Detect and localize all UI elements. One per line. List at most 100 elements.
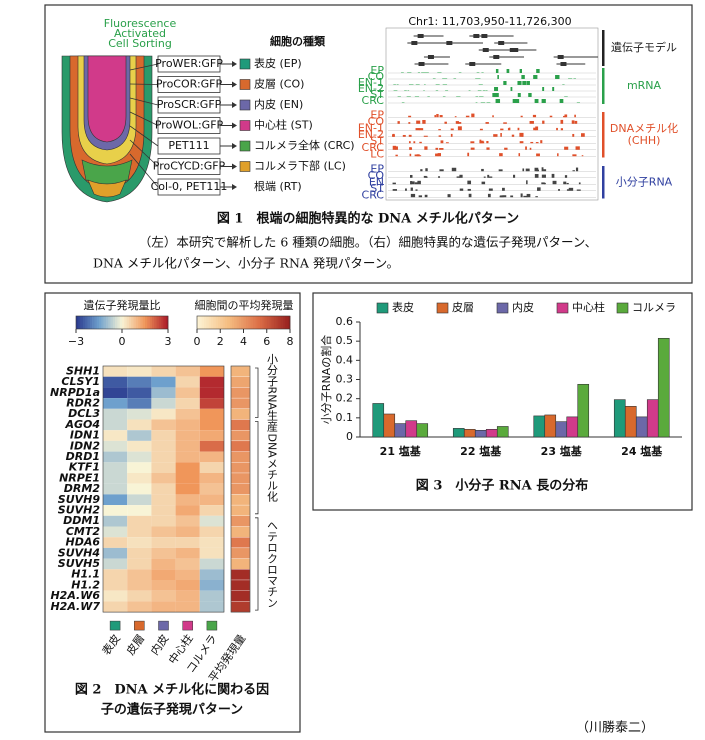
heatmap-cell [151, 451, 176, 463]
track-signal [568, 78, 573, 79]
heatmap-cell [175, 473, 200, 484]
legend-swatch [496, 302, 509, 314]
colorbar-step [133, 316, 137, 329]
heatmap-cell [151, 601, 176, 613]
track-signal [541, 99, 546, 103]
bar [613, 399, 626, 438]
marker-label: ProWER:GFP [155, 57, 223, 70]
track-signal [581, 133, 585, 137]
track-signal [427, 96, 430, 97]
track-signal [541, 182, 545, 185]
legend-swatch [376, 302, 389, 314]
gene-label: AGO4 [64, 418, 100, 431]
track-label: EN-2 [358, 82, 384, 95]
gene-label: IDN1 [70, 429, 100, 442]
heatmap-cell [151, 537, 176, 548]
track-signal [413, 141, 416, 144]
track-label: CRC [362, 188, 385, 201]
gene-label: SUVH4 [58, 546, 100, 559]
colorbar-step [154, 316, 157, 329]
heatmap-cell [151, 430, 176, 441]
track-signal [521, 133, 524, 137]
gene-label: CLSY1 [61, 375, 100, 388]
gene-label: H1.1 [71, 568, 100, 581]
heatmap-cell [199, 462, 224, 473]
connector [129, 139, 159, 167]
track-label: EP [370, 108, 384, 121]
exon [482, 48, 489, 52]
track-signal [494, 87, 499, 91]
legend-label: コルメラ [632, 301, 676, 314]
track-signal [534, 174, 539, 178]
track-signal [467, 152, 470, 157]
track-signal [435, 90, 439, 91]
heatmap-cell [103, 590, 128, 602]
heatmap-cell [127, 462, 152, 473]
gene-label: DRD1 [66, 450, 100, 463]
heatmap-cell [103, 398, 128, 409]
track-signal [417, 72, 421, 73]
track-signal [522, 168, 525, 172]
track-signal [408, 115, 412, 118]
track-signal [564, 175, 568, 178]
heatmap-cell [103, 515, 128, 527]
colorbar-step [257, 316, 261, 329]
facs-label: Cell Sorting [108, 37, 172, 50]
heatmap-cell [175, 483, 200, 495]
arrow-head [232, 184, 237, 190]
track-signal [408, 141, 411, 144]
track-signal [517, 99, 520, 103]
heatmap-cell [199, 558, 224, 570]
heatmap-cell [151, 590, 176, 602]
track-signal [572, 154, 577, 157]
heatmap-cell [103, 387, 128, 399]
track-signal [581, 155, 584, 157]
heatmap-cell [127, 408, 152, 420]
gene-label: IDN2 [70, 439, 100, 452]
heatmap-cell [199, 387, 224, 399]
heatmap-cell [103, 601, 128, 613]
exon [417, 34, 424, 38]
track-signal [508, 127, 511, 131]
heatmap-cell [103, 408, 128, 420]
group-bracket [255, 421, 259, 515]
heatmap-cell [127, 366, 152, 377]
track-label: CO [368, 169, 385, 182]
bar [372, 403, 385, 438]
heatmap-cell [199, 494, 224, 506]
track-signal [414, 154, 418, 157]
heatmap-cell [199, 601, 224, 613]
track-signal [520, 193, 523, 198]
track-signal [563, 181, 567, 185]
figure2-caption: 子の遺伝子発現パターン [101, 702, 243, 718]
mean-cell [230, 504, 251, 516]
track-signal [395, 154, 398, 157]
colorbar-step [151, 316, 155, 329]
section-label: 遺伝子モデル [611, 40, 677, 54]
track-signal [401, 102, 405, 103]
track-signal [529, 120, 534, 124]
track-signal [500, 128, 504, 131]
bar [405, 420, 418, 438]
colorbar-tick-label: 0 [194, 335, 201, 348]
x-tick-label: 22 塩基 [460, 444, 502, 458]
track-signal [575, 146, 580, 150]
legend-label: 内皮 [512, 300, 534, 314]
root-drawing [61, 55, 153, 203]
heatmap-cell [199, 408, 224, 420]
heatmap-cell [199, 376, 224, 388]
heatmap-cell [175, 580, 200, 591]
track-signal [564, 146, 569, 150]
track-signal [555, 75, 560, 79]
heatmap-cell [151, 387, 176, 399]
connector [129, 111, 159, 126]
section-bar [602, 68, 605, 104]
heatmap-cell [103, 473, 128, 484]
heatmap-cell [199, 440, 224, 452]
gene-label: NRPD1a [50, 386, 100, 399]
group-label: ヘテロクロマチン [266, 520, 279, 608]
heatmap-cell [127, 505, 152, 516]
track-label: ST [370, 134, 384, 147]
colorbar-step [215, 316, 219, 329]
heatmap-cell [103, 376, 128, 388]
